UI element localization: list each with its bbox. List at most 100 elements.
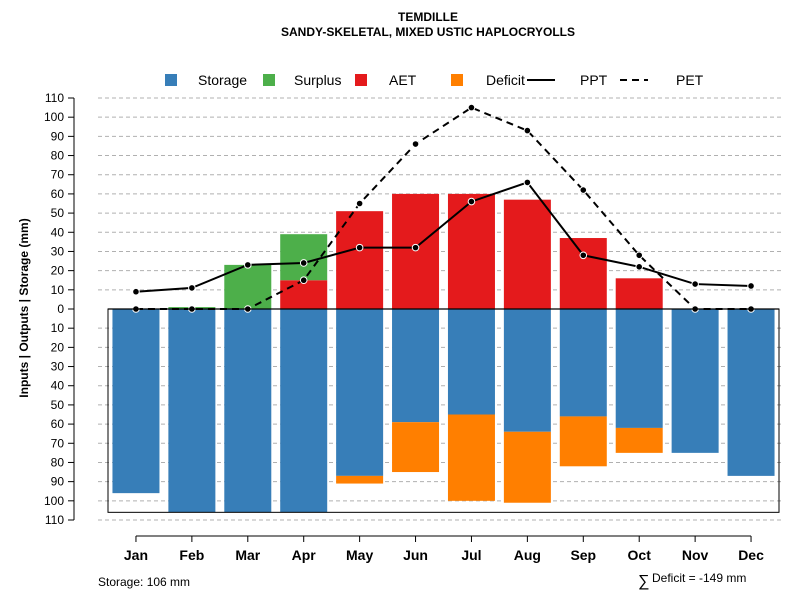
storage-bar xyxy=(503,309,551,432)
y-tick-label: 70 xyxy=(51,168,65,182)
x-tick-label: Aug xyxy=(514,547,541,563)
pet-point xyxy=(635,251,644,260)
storage-bar xyxy=(392,309,440,423)
y-tick-label: 90 xyxy=(51,475,65,489)
storage-bar xyxy=(615,309,663,428)
sum-icon: ∑ xyxy=(638,573,649,590)
storage-bar xyxy=(280,309,328,513)
ppt-point xyxy=(299,259,308,267)
aet-legend-swatch xyxy=(355,74,367,86)
ppt-point xyxy=(132,287,140,296)
y-tick-label: 100 xyxy=(44,110,64,124)
ppt-point xyxy=(355,243,364,252)
y-tick-label: 10 xyxy=(51,321,65,335)
x-tick-label: Dec xyxy=(738,547,764,563)
storage-bar xyxy=(727,309,775,476)
aet-bar xyxy=(336,211,384,309)
ppt-line xyxy=(135,181,752,293)
x-tick-label: Oct xyxy=(628,547,652,563)
deficit-bar xyxy=(559,416,607,467)
ppt-point xyxy=(691,280,699,288)
chart-title: TEMDILLE xyxy=(398,10,458,24)
ppt-point xyxy=(747,282,755,290)
deficit-legend-label: Deficit xyxy=(486,72,525,88)
y-tick-label: 50 xyxy=(51,398,65,412)
storage-bar xyxy=(447,309,495,415)
storage-capacity-note: Storage: 106 mm xyxy=(98,575,190,589)
storage-bar xyxy=(336,309,384,476)
axes: 1101009080706050403020100102030405060708… xyxy=(44,91,780,563)
y-axis-label: Inputs | Outputs | Storage (mm) xyxy=(17,218,31,397)
y-tick-label: 30 xyxy=(51,244,65,258)
aet-bar xyxy=(559,238,607,309)
pet-point xyxy=(467,103,476,112)
y-tick-label: 10 xyxy=(51,283,65,297)
legend: Storage Surplus AET Deficit PPT PET xyxy=(165,72,704,88)
aet-bar xyxy=(392,193,440,309)
y-tick-label: 40 xyxy=(51,225,65,239)
chart-subtitle: SANDY-SKELETAL, MIXED USTIC HAPLOCRYOLLS xyxy=(281,25,575,39)
y-tick-label: 70 xyxy=(51,436,65,450)
bars xyxy=(112,193,775,513)
ppt-point xyxy=(243,261,252,269)
deficit-bar xyxy=(503,431,551,503)
x-tick-label: May xyxy=(346,547,373,563)
storage-bar xyxy=(224,309,272,513)
surplus-bar xyxy=(280,234,328,281)
y-tick-label: 20 xyxy=(51,340,65,354)
storage-legend-swatch xyxy=(165,74,177,86)
x-tick-label: Jul xyxy=(461,547,481,563)
deficit-bar xyxy=(336,475,384,484)
pet-point xyxy=(523,126,532,135)
x-tick-label: Feb xyxy=(179,547,204,563)
surplus-legend-label: Surplus xyxy=(294,72,341,88)
x-tick-label: Apr xyxy=(292,547,317,563)
ppt-legend-label: PPT xyxy=(580,72,608,88)
aet-legend-label: AET xyxy=(389,72,417,88)
deficit-bar xyxy=(615,427,663,453)
y-tick-label: 100 xyxy=(44,494,64,508)
ppt-point xyxy=(411,243,420,252)
ppt-point xyxy=(467,197,476,206)
deficit-bar xyxy=(392,422,440,473)
storage-bar xyxy=(671,309,719,453)
storage-bar xyxy=(168,309,216,513)
y-tick-label: 80 xyxy=(51,149,65,163)
x-tick-label: Jan xyxy=(124,547,148,563)
aet-bar xyxy=(615,278,663,309)
y-tick-label: 60 xyxy=(51,187,65,201)
y-tick-label: 50 xyxy=(51,206,65,220)
storage-legend-label: Storage xyxy=(198,72,247,88)
x-tick-label: Nov xyxy=(682,547,709,563)
x-tick-label: Sep xyxy=(570,547,596,563)
storage-bar xyxy=(112,309,160,494)
aet-bar xyxy=(280,280,328,309)
y-tick-label: 20 xyxy=(51,264,65,278)
pet-point xyxy=(355,199,364,208)
y-tick-label: 90 xyxy=(51,129,65,143)
ppt-point xyxy=(579,251,588,260)
pet-point xyxy=(411,140,420,148)
ppt-point xyxy=(188,284,196,292)
x-tick-label: Mar xyxy=(235,547,260,563)
ppt-point xyxy=(635,263,644,271)
aet-bar xyxy=(447,193,495,309)
surplus-legend-swatch xyxy=(263,74,275,86)
deficit-legend-swatch xyxy=(451,74,463,86)
deficit-total-note: Deficit = -149 mm xyxy=(652,571,746,585)
aet-bar xyxy=(503,199,551,309)
pet-point xyxy=(579,186,588,194)
deficit-bar xyxy=(447,414,495,501)
y-tick-label: 110 xyxy=(45,513,64,527)
y-tick-label: 30 xyxy=(51,360,65,374)
x-tick-label: Jun xyxy=(403,547,428,563)
y-tick-label: 60 xyxy=(51,417,65,431)
y-tick-label: 40 xyxy=(51,379,65,393)
pet-legend-label: PET xyxy=(676,72,704,88)
y-tick-label: 0 xyxy=(57,302,64,316)
storage-bar xyxy=(559,309,607,417)
y-tick-label: 110 xyxy=(45,91,64,105)
pet-point xyxy=(299,276,308,285)
y-tick-label: 80 xyxy=(51,455,65,469)
